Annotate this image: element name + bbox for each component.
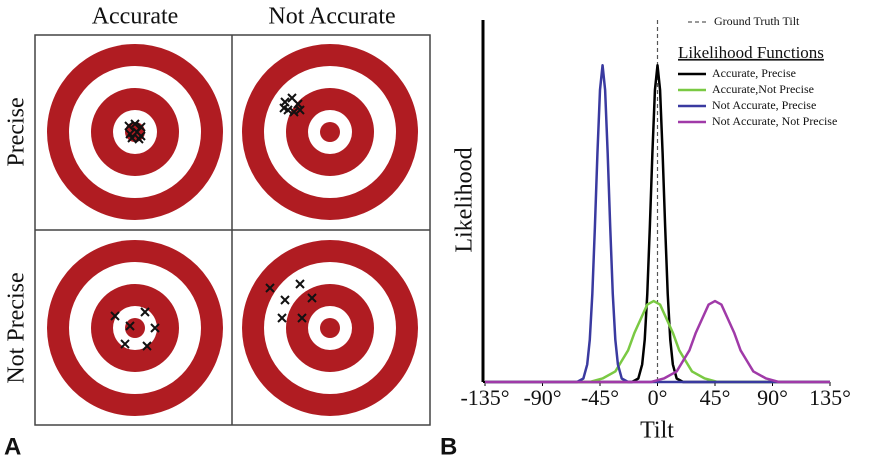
column-header: Not Accurate <box>268 4 395 30</box>
hit-mark <box>140 307 150 317</box>
x-tick-label: -45° <box>581 385 619 410</box>
hit-mark <box>134 134 144 144</box>
hit-mark <box>277 313 287 323</box>
hit-mark <box>307 293 317 303</box>
x-tick-label: 135° <box>809 385 851 410</box>
x-tick-label: -135° <box>460 385 509 410</box>
hit-mark <box>120 339 130 349</box>
x-tick-label: 45° <box>700 385 731 410</box>
legend-label: Accurate, Precise <box>712 66 796 80</box>
legend-label: Accurate,Not Precise <box>712 82 814 96</box>
hit-mark <box>110 311 120 321</box>
target-ring <box>320 318 340 338</box>
column-header: Accurate <box>92 4 179 30</box>
panel-label: A <box>4 433 21 460</box>
hit-mark <box>265 283 275 293</box>
hit-mark <box>295 279 305 289</box>
series-line <box>485 299 830 384</box>
panel-label: B <box>440 433 457 460</box>
hit-mark <box>150 323 160 333</box>
hit-mark <box>295 105 305 115</box>
hit-mark <box>130 119 140 129</box>
row-header: Precise <box>4 97 30 166</box>
targets <box>47 44 418 416</box>
series-line <box>485 63 830 384</box>
legend-label: Not Accurate, Not Precise <box>712 114 837 128</box>
series-line <box>485 299 830 384</box>
x-tick-label: 90° <box>757 385 788 410</box>
line-chart: -135° -90° -45° 0° 45° 90° 135° Tilt Likelihood G… <box>452 14 851 444</box>
x-tick-label: -90° <box>523 385 561 410</box>
legend-label: Ground Truth Tilt <box>714 14 800 28</box>
row-header: Not Precise <box>4 272 30 383</box>
target-ring <box>320 122 340 142</box>
legend-label: Not Accurate, Precise <box>712 98 816 112</box>
hit-mark <box>125 321 135 331</box>
hit-mark <box>293 99 303 109</box>
y-axis-label: Likelihood <box>452 147 478 252</box>
hit-mark <box>279 103 289 113</box>
hit-mark <box>280 295 290 305</box>
x-tick-label: 0° <box>648 385 668 410</box>
legend-title: Likelihood Functions <box>678 43 824 62</box>
target-ring <box>125 318 145 338</box>
x-axis-label: Tilt <box>640 418 674 444</box>
hit-mark <box>297 313 307 323</box>
series-line <box>485 63 830 384</box>
hit-mark <box>142 341 152 351</box>
